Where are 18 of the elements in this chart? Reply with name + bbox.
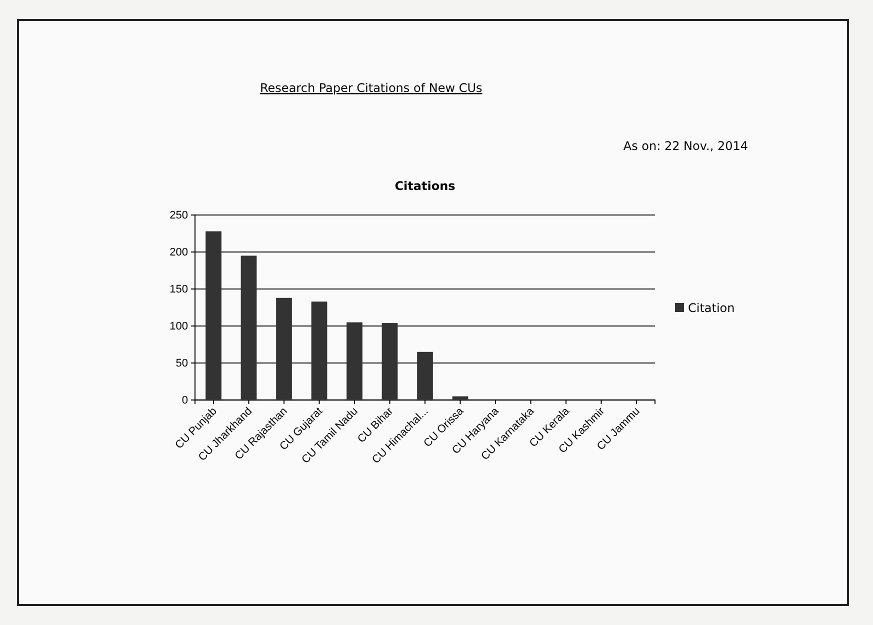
chart-title: Research Paper Citations of New CUs <box>260 81 482 95</box>
y-tick-label: 150 <box>170 284 188 296</box>
y-tick-label: 0 <box>182 394 188 407</box>
bar <box>276 298 292 400</box>
chart-subtitle: Citations <box>394 179 456 193</box>
bar <box>206 231 222 400</box>
y-tick-label: 50 <box>176 358 188 370</box>
bar <box>311 302 328 400</box>
bar <box>452 396 468 400</box>
y-tick-label: 250 <box>170 210 188 222</box>
y-tick-label: 200 <box>170 246 188 259</box>
bar <box>417 352 433 400</box>
bar <box>240 256 257 400</box>
legend-label: Citation <box>688 301 735 315</box>
y-tick-label: 100 <box>170 320 188 333</box>
text: As on: 22 Nov., 2014 <box>623 139 748 153</box>
bar <box>346 322 362 400</box>
bar <box>382 323 398 400</box>
